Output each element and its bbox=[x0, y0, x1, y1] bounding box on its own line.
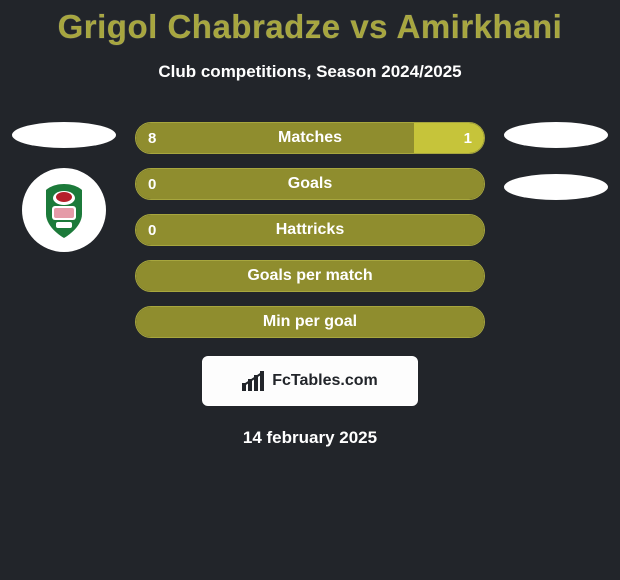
player1-club-logo bbox=[22, 168, 106, 252]
stat-bar-left-segment bbox=[136, 169, 484, 199]
page-subtitle: Club competitions, Season 2024/2025 bbox=[0, 62, 620, 82]
stat-bar-left-segment bbox=[136, 215, 484, 245]
source-badge-text: FcTables.com bbox=[272, 372, 378, 390]
player1-photo-placeholder bbox=[12, 122, 116, 148]
source-badge: FcTables.com bbox=[202, 356, 418, 406]
stat-bar: Matches81 bbox=[135, 122, 485, 154]
left-column bbox=[8, 122, 120, 252]
club-logo-icon bbox=[32, 178, 96, 242]
player2-photo-placeholder bbox=[504, 122, 608, 148]
stat-bar: Goals per match bbox=[135, 260, 485, 292]
title-text: Grigol Chabradze vs Amirkhani bbox=[58, 8, 563, 45]
stat-bar-left-segment bbox=[136, 123, 414, 153]
stat-bar: Min per goal bbox=[135, 306, 485, 338]
stat-bar-right-value: 1 bbox=[452, 123, 484, 153]
chart-icon bbox=[242, 371, 268, 391]
stat-bar: Goals0 bbox=[135, 168, 485, 200]
stat-bar-left-value: 0 bbox=[136, 215, 168, 245]
content-area: Matches81Goals0Hattricks0Goals per match… bbox=[0, 122, 620, 448]
player2-club-placeholder bbox=[504, 174, 608, 200]
page-title: Grigol Chabradze vs Amirkhani bbox=[0, 0, 620, 46]
stat-bar-left-segment bbox=[136, 307, 484, 337]
stat-bar-left-value: 0 bbox=[136, 169, 168, 199]
stat-bar-left-segment bbox=[136, 261, 484, 291]
infographic-root: Grigol Chabradze vs Amirkhani Club compe… bbox=[0, 0, 620, 580]
stat-bar-left-value: 8 bbox=[136, 123, 168, 153]
comparison-bars: Matches81Goals0Hattricks0Goals per match… bbox=[135, 122, 485, 338]
stat-bar: Hattricks0 bbox=[135, 214, 485, 246]
right-column bbox=[500, 122, 612, 212]
footer-date: 14 february 2025 bbox=[0, 428, 620, 448]
